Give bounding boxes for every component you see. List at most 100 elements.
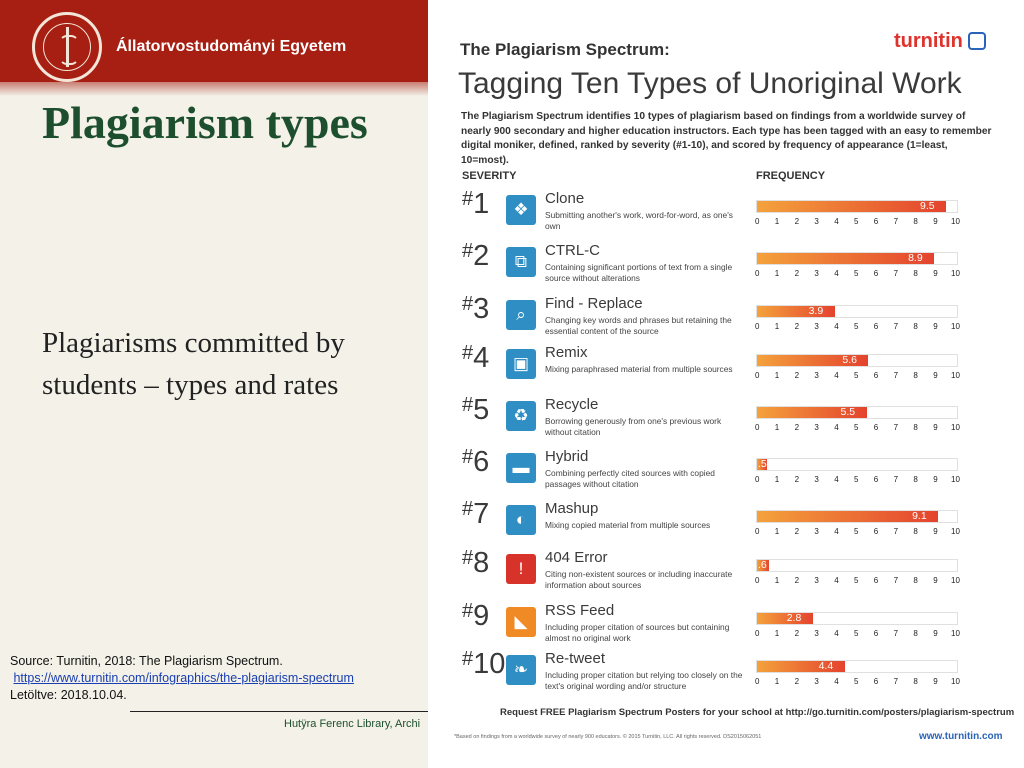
recycle-icon: ♻ bbox=[506, 401, 536, 431]
frequency-bar bbox=[757, 355, 869, 366]
tick-label: 9 bbox=[933, 475, 938, 484]
tick-label: 10 bbox=[951, 576, 960, 585]
tick-label: 0 bbox=[755, 217, 760, 226]
copy-icon: ⧉ bbox=[506, 247, 536, 277]
severity-rank: #6 bbox=[462, 446, 489, 479]
tick-label: 1 bbox=[774, 322, 780, 331]
tick-label: 7 bbox=[893, 629, 899, 638]
frequency-bar bbox=[757, 661, 845, 672]
tick-label: 4 bbox=[834, 217, 839, 226]
rank-number: 2 bbox=[473, 240, 490, 272]
tick-label: 8 bbox=[913, 527, 918, 536]
tick-label: 4 bbox=[834, 527, 839, 536]
rank-number: 8 bbox=[473, 547, 490, 579]
tick-label: 5 bbox=[854, 677, 859, 686]
source-link[interactable]: https://www.turnitin.com/infographics/th… bbox=[13, 671, 354, 685]
tick-label: 5 bbox=[854, 576, 859, 585]
type-name: RSS Feed bbox=[545, 602, 615, 619]
rank-hash: # bbox=[462, 342, 474, 364]
tick-label: 3 bbox=[814, 322, 819, 331]
header-wave bbox=[0, 82, 440, 96]
tick-label: 10 bbox=[951, 677, 960, 686]
tick-label: 3 bbox=[814, 677, 819, 686]
tick-label: 2 bbox=[794, 629, 800, 638]
severity-rank: #7 bbox=[462, 498, 489, 531]
frequency-bar bbox=[757, 459, 767, 470]
source-line: Source: Turnitin, 2018: The Plagiarism S… bbox=[10, 654, 283, 668]
mashup-icon: ◐ bbox=[506, 505, 536, 535]
tick-label: 0 bbox=[755, 527, 760, 536]
tick-label: 9 bbox=[933, 217, 938, 226]
rank-number: 3 bbox=[473, 293, 490, 325]
frequency-bar-track: .5 bbox=[756, 458, 958, 471]
infographic-kicker: The Plagiarism Spectrum: bbox=[460, 40, 670, 59]
tick-label: 8 bbox=[913, 629, 918, 638]
frequency-bar-track: 5.6 bbox=[756, 354, 958, 367]
tick-label: 1 bbox=[774, 576, 780, 585]
tick-label: 0 bbox=[755, 423, 760, 432]
tick-label: 4 bbox=[834, 423, 839, 432]
frequency-bar-track: 5.5 bbox=[756, 406, 958, 419]
tick-label: 7 bbox=[893, 527, 899, 536]
tick-label: 8 bbox=[913, 269, 918, 278]
type-name: Find - Replace bbox=[545, 295, 643, 312]
frequency-bar-track: 9.5 bbox=[756, 200, 958, 213]
seal-snake-icon bbox=[59, 35, 79, 65]
tick-label: 7 bbox=[893, 269, 899, 278]
rank-number: 7 bbox=[473, 498, 490, 530]
tick-label: 8 bbox=[913, 217, 918, 226]
rank-number: 10 bbox=[473, 648, 506, 680]
tick-label: 1 bbox=[774, 269, 780, 278]
frequency-value-label: .6 bbox=[758, 559, 767, 571]
tick-label: 6 bbox=[873, 576, 879, 585]
rank-hash: # bbox=[462, 498, 474, 520]
frequency-label: FREQUENCY bbox=[756, 170, 826, 182]
source-block: Source: Turnitin, 2018: The Plagiarism S… bbox=[10, 653, 354, 704]
footnote: *Based on findings from a worldwide surv… bbox=[454, 734, 762, 740]
type-name: Recycle bbox=[545, 396, 599, 413]
footer-text: Hutÿra Ferenc Library, Archi bbox=[284, 718, 421, 730]
rank-number: 9 bbox=[473, 600, 490, 632]
tick-label: 6 bbox=[873, 475, 879, 484]
severity-rank: #1 bbox=[462, 188, 489, 221]
rank-number: 5 bbox=[473, 394, 490, 426]
tick-label: 10 bbox=[951, 322, 960, 331]
tick-label: 7 bbox=[893, 322, 899, 331]
frequency-value-label: .5 bbox=[758, 458, 767, 470]
twitter-icon: ❧ bbox=[506, 655, 536, 685]
tick-label: 2 bbox=[794, 217, 800, 226]
tick-label: 10 bbox=[951, 629, 960, 638]
rank-number: 6 bbox=[473, 446, 490, 478]
tick-label: 10 bbox=[951, 475, 960, 484]
tick-label: 9 bbox=[933, 322, 938, 331]
tick-label: 1 bbox=[774, 677, 780, 686]
type-name: Hybrid bbox=[545, 448, 589, 465]
rank-hash: # bbox=[462, 293, 474, 315]
tick-label: 0 bbox=[755, 629, 760, 638]
frequency-bar bbox=[757, 613, 813, 624]
type-name: 404 Error bbox=[545, 549, 608, 566]
tick-label: 5 bbox=[854, 527, 859, 536]
slide-title: Plagiarism types bbox=[42, 97, 368, 148]
rss-icon: ◣ bbox=[506, 607, 536, 637]
rank-hash: # bbox=[462, 394, 474, 416]
tick-label: 10 bbox=[951, 269, 960, 278]
frequency-value-label: 9.5 bbox=[920, 200, 935, 212]
car-icon: ▬ bbox=[506, 453, 536, 483]
type-description: Submitting another's work, word-for-word… bbox=[545, 210, 733, 231]
rank-hash: # bbox=[462, 600, 474, 622]
type-description: Including proper citation but relying to… bbox=[545, 670, 743, 691]
frequency-value-label: 2.8 bbox=[786, 612, 802, 624]
seal-rod bbox=[66, 27, 69, 67]
turnitin-logo: turnitin bbox=[894, 30, 963, 52]
tick-label: 1 bbox=[774, 423, 780, 432]
tick-label: 8 bbox=[913, 423, 918, 432]
tick-label: 9 bbox=[933, 677, 938, 686]
cassette-icon: ▣ bbox=[506, 349, 536, 379]
frequency-bar bbox=[757, 407, 867, 418]
tick-label: 4 bbox=[834, 371, 839, 380]
type-description: Including proper citation of sources but… bbox=[545, 622, 730, 643]
tick-label: 3 bbox=[814, 371, 819, 380]
tick-label: 9 bbox=[933, 527, 938, 536]
tick-label: 2 bbox=[794, 527, 800, 536]
